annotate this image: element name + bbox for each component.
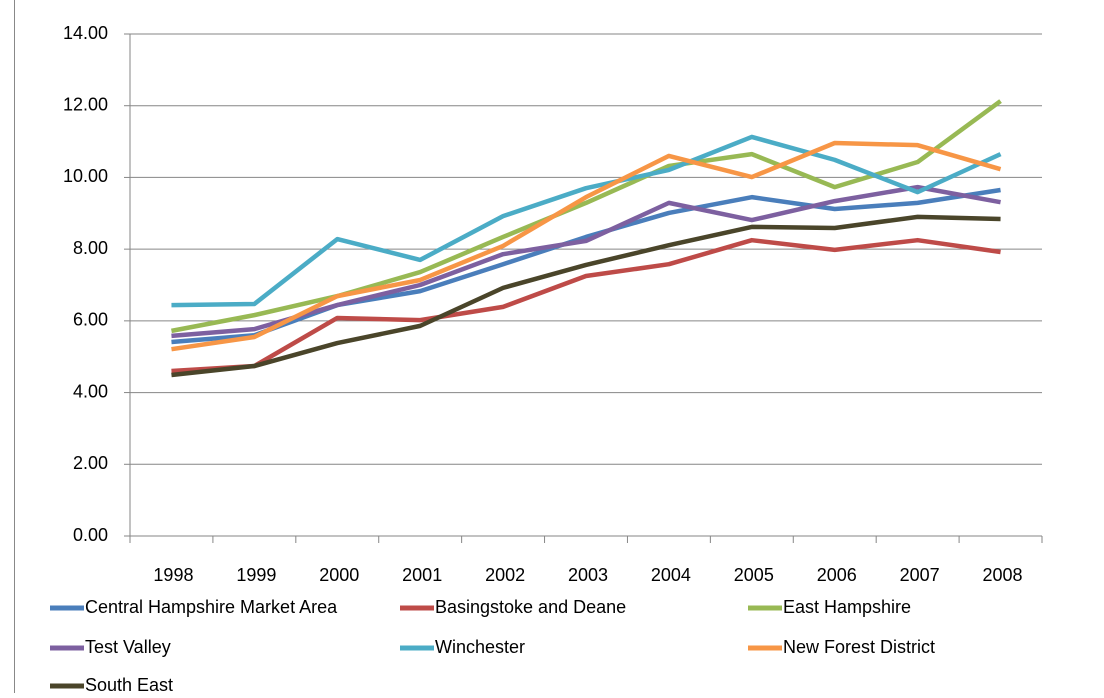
x-tick-label: 2007 bbox=[900, 565, 940, 585]
y-tick-label: 14.00 bbox=[63, 23, 108, 43]
series-line bbox=[171, 237, 1001, 374]
y-tick-label: 8.00 bbox=[73, 238, 108, 258]
legend-label: Test Valley bbox=[85, 637, 171, 657]
y-tick-label: 2.00 bbox=[73, 453, 108, 473]
x-tick-label: 2004 bbox=[651, 565, 691, 585]
series-line bbox=[171, 184, 1001, 339]
series-line bbox=[171, 140, 1002, 352]
series-line bbox=[171, 134, 1002, 308]
y-tick-label: 0.00 bbox=[73, 525, 108, 545]
series-line bbox=[171, 214, 1001, 378]
x-tick-label: 2008 bbox=[983, 565, 1023, 585]
y-tick-label: 6.00 bbox=[73, 310, 108, 330]
legend-label: Central Hampshire Market Area bbox=[85, 597, 338, 617]
legend-label: Winchester bbox=[435, 637, 525, 657]
x-tick-label: 2006 bbox=[817, 565, 857, 585]
legend-label: New Forest District bbox=[783, 637, 935, 657]
y-tick-label: 4.00 bbox=[73, 381, 108, 401]
y-tick-label: 12.00 bbox=[63, 94, 108, 114]
legend-label: East Hampshire bbox=[783, 597, 911, 617]
y-tick-label: 10.00 bbox=[63, 166, 108, 186]
x-tick-label: 2002 bbox=[485, 565, 525, 585]
x-tick-label: 1998 bbox=[153, 565, 193, 585]
x-tick-label: 2005 bbox=[734, 565, 774, 585]
legend-label: Basingstoke and Deane bbox=[435, 597, 626, 617]
x-tick-label: 2001 bbox=[402, 565, 442, 585]
x-tick-label: 2003 bbox=[568, 565, 608, 585]
series-line bbox=[171, 99, 1002, 334]
legend-label: South East bbox=[85, 675, 173, 693]
x-tick-label: 1999 bbox=[236, 565, 276, 585]
x-tick-label: 2000 bbox=[319, 565, 359, 585]
